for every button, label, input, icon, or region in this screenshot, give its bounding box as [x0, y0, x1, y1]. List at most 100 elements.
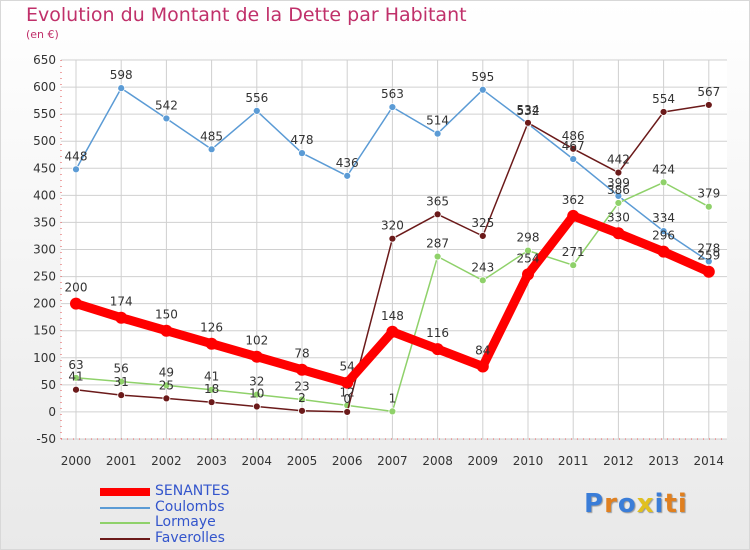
data-point — [478, 232, 487, 240]
proxiti-logo: Proxiti — [584, 489, 688, 519]
data-label: 320 — [381, 219, 404, 233]
data-point — [252, 402, 261, 411]
y-tick-label: 200 — [33, 297, 56, 311]
data-point — [388, 103, 397, 112]
y-tick-label: 350 — [33, 215, 56, 229]
x-tick-label: 2012 — [603, 454, 634, 468]
data-point — [117, 377, 126, 386]
data-point — [659, 227, 668, 235]
x-tick-label: 2013 — [648, 454, 679, 468]
data-point — [117, 391, 126, 400]
legend-label: SENANTES — [155, 483, 230, 499]
data-point — [524, 118, 532, 127]
data-label: 365 — [426, 194, 449, 208]
data-label: 485 — [200, 129, 223, 143]
x-tick-label: 2003 — [196, 454, 227, 468]
data-point — [524, 246, 532, 255]
data-label: 287 — [426, 237, 449, 251]
data-point — [478, 85, 487, 94]
y-tick-label: 250 — [33, 270, 56, 284]
data-point — [614, 199, 623, 207]
data-label: 271 — [562, 245, 585, 259]
data-point — [433, 210, 442, 219]
data-point — [614, 168, 623, 177]
logo-letter: t — [664, 489, 678, 519]
data-point — [567, 209, 580, 222]
data-label: 542 — [155, 98, 178, 112]
data-point — [433, 252, 442, 261]
grid — [60, 59, 727, 440]
x-tick-label: 2010 — [513, 454, 544, 468]
data-label: 554 — [652, 92, 675, 106]
data-label: 102 — [245, 334, 268, 348]
data-label: 556 — [245, 91, 268, 105]
y-axis-ticks: -50 0 50 100 150 200 250 300 350 400 450 500 550 600 6… — [33, 53, 56, 446]
data-point — [612, 227, 625, 240]
y-tick-label: 150 — [33, 324, 56, 338]
data-point — [522, 268, 534, 281]
data-point — [117, 84, 126, 93]
y-tick-label: 600 — [33, 80, 56, 94]
data-point — [343, 408, 352, 416]
data-label: 2 — [298, 391, 306, 405]
data-point — [388, 234, 397, 243]
data-label: 1 — [389, 391, 397, 405]
y-tick-label: 550 — [33, 107, 56, 121]
data-label: 23 — [294, 379, 309, 393]
data-label: 298 — [517, 231, 540, 245]
x-tick-label: 2009 — [468, 454, 499, 468]
logo-letter: r — [604, 489, 618, 519]
x-tick-label: 2005 — [287, 454, 318, 468]
x-tick-label: 2006 — [332, 454, 363, 468]
data-point — [252, 106, 261, 115]
x-axis-ticks: 2000 2001 2002 2003 2004 2005 2006 2007 2008 2009… — [61, 454, 724, 468]
logo-letter: i — [677, 489, 688, 519]
x-tick-label: 2002 — [151, 454, 182, 468]
y-tick-label: 0 — [48, 405, 56, 419]
data-label: 362 — [562, 193, 585, 207]
y-tick-label: 300 — [33, 243, 56, 257]
x-tick-label: 2008 — [422, 454, 453, 468]
data-label: 598 — [110, 68, 133, 82]
legend-label: Lormaye — [155, 514, 216, 530]
data-point — [388, 407, 397, 416]
data-label: 63 — [68, 358, 83, 372]
y-tick-label: 50 — [41, 378, 56, 392]
data-point — [72, 385, 80, 394]
data-label: 32 — [249, 375, 264, 389]
data-point — [298, 406, 306, 415]
data-label: 436 — [336, 156, 359, 170]
data-label: 563 — [381, 87, 404, 101]
chart-unit: (en €) — [26, 28, 59, 41]
data-point — [659, 178, 668, 187]
data-label: 486 — [562, 129, 585, 143]
series-group — [70, 84, 715, 416]
data-point — [704, 202, 713, 211]
data-point — [569, 261, 578, 270]
data-point — [341, 376, 354, 389]
logo-letter: x — [636, 489, 655, 519]
x-tick-label: 2007 — [377, 454, 408, 468]
data-label: 334 — [652, 211, 675, 225]
data-label: 41 — [204, 370, 219, 384]
data-label: 200 — [65, 281, 88, 295]
data-label: 10 — [249, 387, 264, 401]
data-label: 467 — [562, 139, 585, 153]
data-point — [162, 114, 171, 123]
data-label: 386 — [607, 183, 630, 197]
data-label: 0 — [343, 392, 351, 406]
data-label: 595 — [471, 70, 494, 84]
data-label: 325 — [471, 216, 494, 230]
data-label: 174 — [110, 295, 133, 309]
data-point — [162, 381, 171, 390]
data-label: 254 — [517, 251, 540, 265]
data-point — [343, 171, 352, 180]
data-point — [476, 360, 489, 373]
x-tick-label: 2011 — [558, 454, 589, 468]
data-point — [72, 373, 80, 382]
data-point — [207, 145, 216, 154]
data-point — [72, 165, 80, 174]
data-point — [659, 108, 668, 116]
y-tick-label: 500 — [33, 134, 56, 148]
